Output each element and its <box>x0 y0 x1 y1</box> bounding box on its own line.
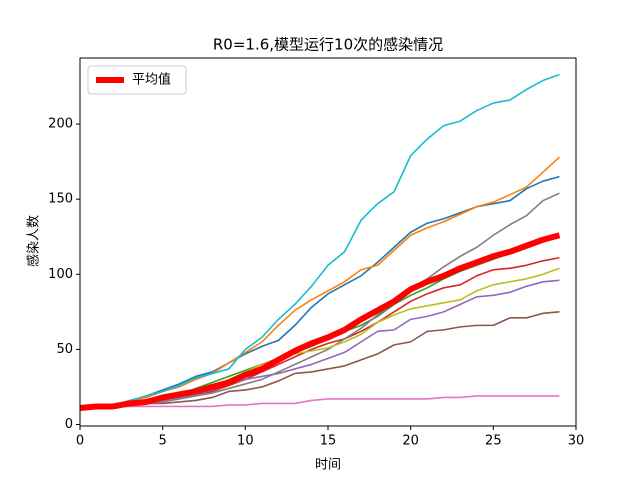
x-tick-label: 5 <box>159 434 167 449</box>
x-tick-label: 30 <box>568 434 585 449</box>
run-line <box>80 73 560 409</box>
x-tick-label: 15 <box>320 434 337 449</box>
x-axis-label: 时间 <box>315 458 341 473</box>
y-tick-label: 0 <box>65 417 73 432</box>
y-axis-label: 感染人数 <box>26 215 42 267</box>
x-tick-label: 0 <box>76 434 84 449</box>
average-line <box>79 232 561 411</box>
y-tick-label: 200 <box>48 117 73 132</box>
run-line <box>80 311 560 409</box>
run-line <box>80 279 560 409</box>
y-tick-label: 100 <box>48 267 73 282</box>
y-tick-label: 150 <box>48 192 73 207</box>
x-tick-label: 10 <box>237 434 254 449</box>
chart-title: R0=1.6,模型运行10次的感染情况 <box>213 36 443 54</box>
legend-box <box>87 65 187 95</box>
x-tick-label: 20 <box>402 434 419 449</box>
legend-label: 平均值 <box>132 72 171 88</box>
x-tick-label: 25 <box>485 434 502 449</box>
run-line <box>79 175 560 409</box>
y-tick-label: 50 <box>56 342 73 357</box>
run-line <box>79 256 560 409</box>
run-line <box>80 395 560 409</box>
run-line <box>80 192 560 409</box>
axes-frame <box>79 57 577 427</box>
